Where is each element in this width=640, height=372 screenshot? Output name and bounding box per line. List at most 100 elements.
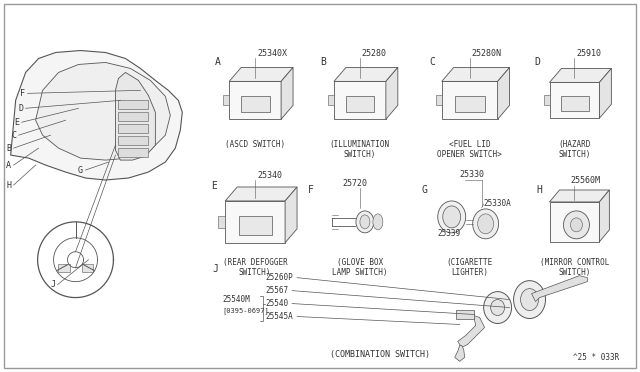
Text: B: B [6, 144, 11, 153]
Text: ^25 * 033R: ^25 * 033R [573, 353, 620, 362]
Bar [456, 310, 474, 320]
Polygon shape [11, 51, 182, 180]
Polygon shape [334, 67, 398, 81]
Text: D: D [18, 104, 23, 113]
Text: J: J [212, 264, 218, 274]
Text: LAMP SWITCH): LAMP SWITCH) [332, 268, 388, 277]
Polygon shape [532, 276, 588, 302]
Text: 25910: 25910 [577, 49, 602, 58]
Text: C: C [11, 131, 16, 140]
Text: 25280N: 25280N [472, 49, 502, 58]
Text: 25540: 25540 [265, 299, 288, 308]
Bar [550, 202, 600, 242]
Text: G: G [78, 166, 83, 174]
Bar [218, 216, 225, 228]
Text: J: J [50, 280, 55, 289]
Text: 25567: 25567 [265, 286, 288, 295]
Ellipse shape [373, 214, 383, 230]
Polygon shape [454, 346, 465, 361]
Text: (HAZARD: (HAZARD [558, 140, 591, 149]
Text: (REAR DEFOGGER: (REAR DEFOGGER [223, 258, 287, 267]
Text: G: G [422, 185, 428, 195]
Polygon shape [498, 67, 509, 119]
Polygon shape [281, 67, 293, 119]
Text: E: E [211, 181, 217, 191]
Polygon shape [600, 68, 611, 118]
Ellipse shape [477, 214, 493, 234]
Ellipse shape [438, 201, 466, 233]
Text: A: A [215, 57, 221, 67]
Text: 25330: 25330 [460, 170, 484, 179]
Polygon shape [36, 62, 170, 160]
Text: OPENER SWITCH>: OPENER SWITCH> [437, 150, 502, 159]
Polygon shape [229, 67, 293, 81]
Text: 25330A: 25330A [484, 199, 511, 208]
Text: <FUEL LID: <FUEL LID [449, 140, 490, 149]
Bar [118, 148, 148, 157]
Text: (CIGARETTE: (CIGARETTE [447, 258, 493, 267]
Text: 25340X: 25340X [257, 49, 287, 58]
Text: (COMBINATION SWITCH): (COMBINATION SWITCH) [330, 350, 430, 359]
Text: SWITCH): SWITCH) [558, 150, 591, 159]
Bar [225, 201, 285, 243]
Text: B: B [320, 57, 326, 67]
Bar [118, 136, 148, 145]
Bar [328, 95, 334, 105]
Text: D: D [534, 57, 540, 67]
Bar [543, 95, 550, 105]
Text: 25560M: 25560M [570, 176, 600, 185]
Polygon shape [550, 68, 611, 82]
Bar [334, 81, 386, 119]
Bar [241, 96, 269, 112]
Text: 25540M: 25540M [222, 295, 250, 304]
Text: (MIRROR CONTROL: (MIRROR CONTROL [540, 258, 609, 267]
Bar [561, 96, 589, 111]
Ellipse shape [443, 206, 461, 228]
Text: 25280: 25280 [362, 49, 387, 58]
Bar [442, 81, 498, 119]
Text: (ASCD SWITCH): (ASCD SWITCH) [225, 140, 285, 149]
Bar [550, 82, 600, 118]
Text: 25260P: 25260P [265, 273, 293, 282]
Text: F: F [308, 185, 314, 195]
Bar [229, 81, 281, 119]
Text: H: H [536, 185, 543, 195]
Text: SWITCH): SWITCH) [239, 268, 271, 277]
Polygon shape [386, 67, 398, 119]
Bar [81, 264, 93, 272]
Polygon shape [550, 190, 609, 202]
Polygon shape [458, 315, 484, 347]
Text: (GLOVE BOX: (GLOVE BOX [337, 258, 383, 267]
Text: 25720: 25720 [342, 179, 367, 187]
Text: 25545A: 25545A [265, 312, 293, 321]
Polygon shape [442, 67, 509, 81]
Ellipse shape [513, 280, 545, 318]
Ellipse shape [570, 218, 582, 232]
Text: (ILLUMINATION: (ILLUMINATION [330, 140, 390, 149]
Bar [454, 96, 486, 112]
Text: LIGHTER): LIGHTER) [451, 268, 488, 277]
Text: C: C [430, 57, 436, 67]
Text: E: E [14, 118, 19, 127]
Bar [118, 112, 148, 121]
Text: 25339: 25339 [438, 229, 461, 238]
Ellipse shape [473, 209, 499, 239]
Text: [0395-0697]: [0395-0697] [222, 307, 269, 314]
Ellipse shape [484, 292, 511, 324]
Bar [223, 95, 229, 105]
Bar [239, 216, 272, 235]
Bar [118, 124, 148, 133]
Ellipse shape [520, 289, 538, 311]
Text: SWITCH): SWITCH) [558, 268, 591, 277]
Polygon shape [600, 190, 609, 242]
Text: A: A [6, 161, 11, 170]
Bar [346, 96, 374, 112]
Polygon shape [115, 73, 156, 160]
Text: F: F [20, 89, 25, 98]
Polygon shape [225, 187, 297, 201]
Ellipse shape [360, 215, 370, 229]
Bar [58, 264, 70, 272]
Ellipse shape [491, 299, 504, 315]
Bar [118, 100, 148, 109]
Ellipse shape [356, 211, 374, 233]
